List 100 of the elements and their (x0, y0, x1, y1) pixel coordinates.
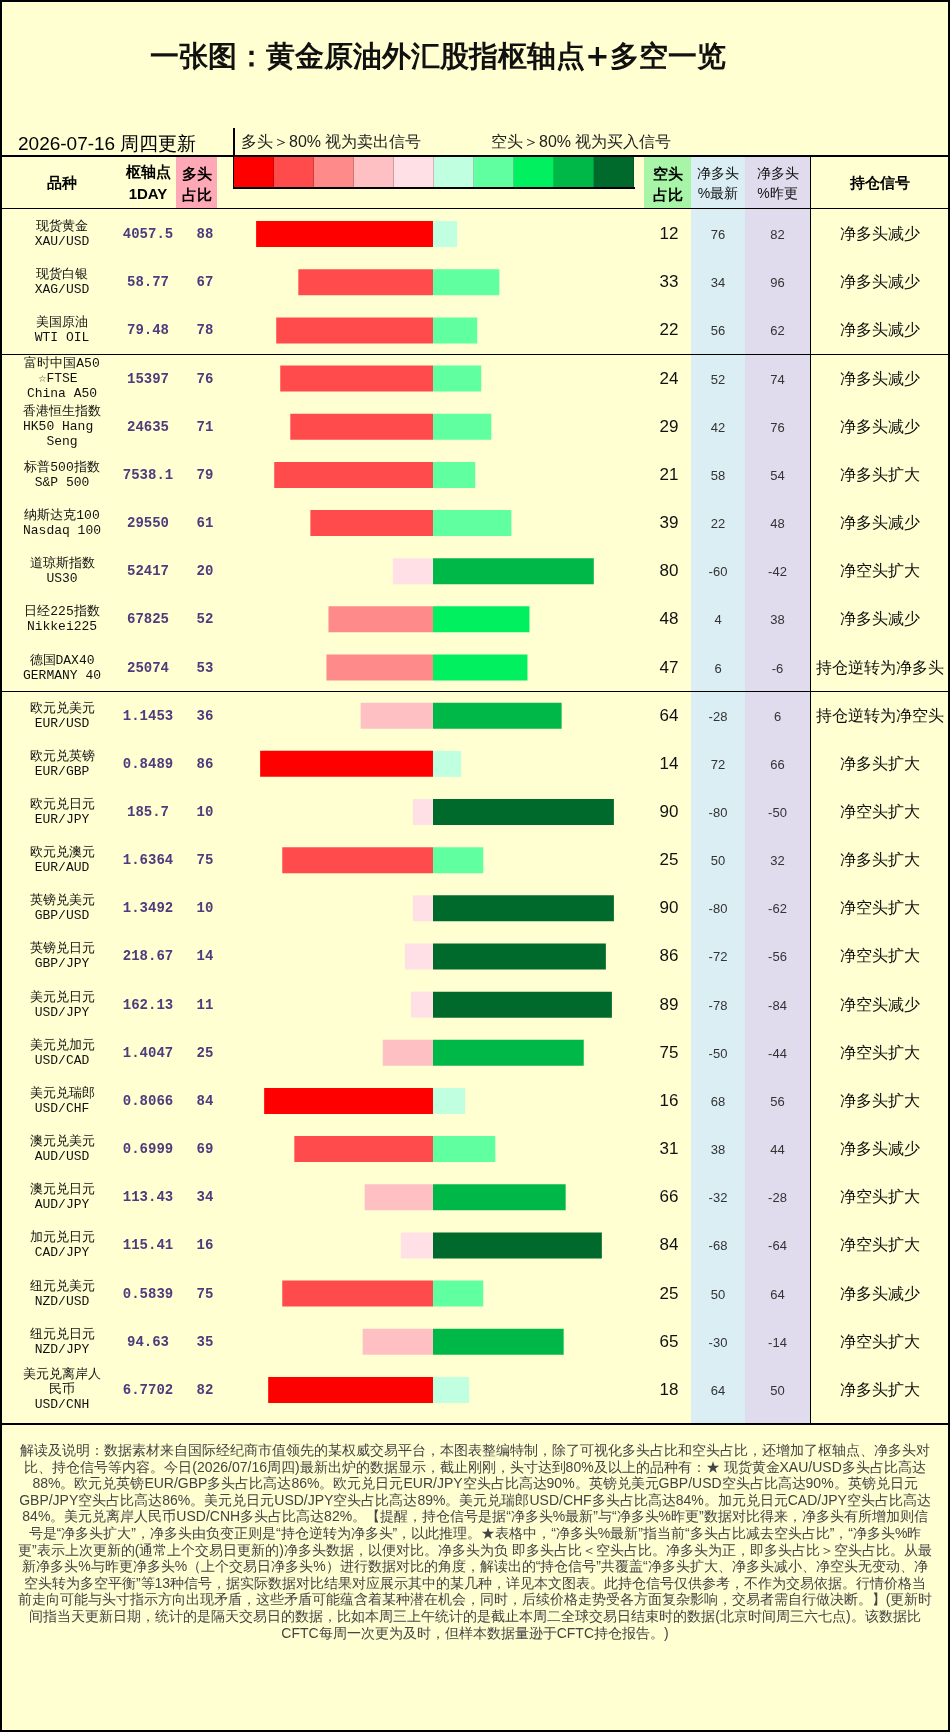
data-label: 6 (714, 660, 722, 676)
data-label: 44 (770, 1141, 785, 1157)
data-label: 72 (710, 756, 726, 772)
bar (433, 365, 482, 392)
data-label: 65 (659, 1331, 679, 1352)
data-label: 218.67 (122, 948, 174, 965)
data-label: 90 (659, 898, 679, 919)
data-label: 1.3492 (122, 900, 174, 917)
data-label: 90 (659, 802, 679, 822)
data-label: 29 (659, 416, 679, 437)
text: 持仓信号 (850, 172, 910, 193)
data-label: 80 (659, 561, 679, 582)
text: 净多头减少 (840, 1138, 920, 1159)
data-label: 69 (196, 1141, 214, 1158)
data-label: 53 (196, 659, 214, 676)
data-label: 7538.1 (122, 466, 174, 483)
data-label: 36 (196, 707, 214, 724)
text: 净多头扩大 (840, 464, 920, 485)
data-label: 14 (196, 948, 214, 965)
y-tick-label: 英镑兑美元 GBP/USD (29, 892, 95, 924)
data-label: 52 (196, 611, 214, 628)
data-label: 48 (770, 515, 785, 531)
text: 持仓逆转为净多头 (816, 657, 944, 678)
data-label: 84 (196, 1092, 214, 1109)
data-label: -42 (768, 563, 787, 579)
text: 净多头 %昨更 (756, 163, 799, 203)
y-tick-label: 日经225指数 Nikkei225 (24, 604, 100, 635)
bar (433, 461, 476, 488)
data-label: -32 (708, 1189, 728, 1205)
data-label: 50 (710, 852, 726, 868)
data-label: 96 (770, 274, 785, 290)
y-tick-label: 纽元兑日元 NZD/JPY (29, 1326, 95, 1357)
text: 净多头扩大 (840, 849, 920, 870)
text: 解读及说明：数据素材来自国际经纪商市值领先的某权威交易平台，本图表整编特制，除了可视化多头占比和空头占比，还增加了枢轴点、净多头对比、持仓信号等内容。今日(2026/07/16周四)最新出炉的数据显示，截止刚刚，头寸达到80%及以上的品种有：★ 现货黄金XAU/USD多头占比高达88%。欧元兑英镑EUR/GBP多头占比高达86%。欧元兑日元EUR/JPY空头占比高达90%。英镑兑美元GBP/USD空头占比高达90%。英镑兑日元GBP/JPY空头占比高达86%。美元兑日元USD/JPY空头占比高达89%。美元兑瑞郎USD/CHF多头占比高达84%。加元兑日元CAD/JPY空头占比高达84%。美元兑离岸人民币USD/CNH多头占比高达82%。【提醒，持仓信号是据“净多头%最新”与“净多头%昨更”数据对比得来，净多头有所增加则信号是“净多头扩大”，净多头由负变正则是“持仓逆转为净多头”，以此推理。★表格中，“净多头%最新”指当前“多头占比减去空头占比”，“净多头%昨更”表示上次更新的(通常上个交易日更新的)净多头数据，以便对比。净多头为负 即多头占比＜空头占比。净多头为正，即多头占比＞空头占比。从最新净多头%与昨更净多头%（上个交易日净多头%）进行数据对比的角度，解读出的“持仓信号”共覆盖“净多头扩大、净多头减小、净空头无变动、净空头转为多空平衡”等13种信号，据实际数据对比结果对应展示其中的某几种，详见本文图表。此持仓信号仅供参考，不作为交易依据。行情价格当前走向可能与头寸指示方向出现矛盾，这些矛盾可能蕴含着某种潜在机会，同时，后续价格走势受各方面复杂影响，交易者需自行做决断。】(更新时间指当天更新日期，统计的是隔天交易日的数据，比如本周三上午统计的是截止本周二全球交易日结束时的数据(北京时间周三六七点)。该数据比CFTC每周一次更为及时，但样本数据量逊于CFTC持仓报告。) (17, 1442, 933, 1641)
data-label: 39 (659, 513, 679, 534)
data-label: 42 (710, 419, 726, 435)
data-label: 64 (659, 705, 679, 726)
data-label: -80 (708, 900, 728, 916)
y-tick-label: 欧元兑澳元 EUR/AUD (29, 845, 95, 876)
data-label: 75 (196, 1285, 214, 1302)
text: 净空头扩大 (840, 1234, 920, 1255)
text: 空头＞80% 视为买入信号 (491, 132, 672, 152)
bar (433, 1376, 470, 1403)
data-label: 58.77 (126, 274, 170, 291)
y-tick-label: 美元兑日元 USD/JPY (29, 988, 95, 1020)
data-label: 22 (659, 320, 679, 341)
data-label: 29550 (126, 515, 170, 532)
data-label: 75 (196, 852, 214, 869)
data-label: 4 (714, 611, 722, 627)
text: 持仓逆转为净空头 (816, 705, 944, 726)
data-label: 34 (196, 1189, 214, 1206)
data-label: 24 (659, 368, 679, 389)
data-label: 25 (659, 850, 679, 871)
data-label: 22 (710, 515, 726, 531)
data-label: 82 (196, 1381, 214, 1398)
data-label: 68 (710, 1093, 726, 1109)
data-label: 24635 (126, 418, 170, 435)
bar (412, 799, 433, 825)
bar (400, 1232, 433, 1259)
data-label: 14 (659, 753, 679, 774)
bar (433, 221, 458, 248)
text: 净空头扩大 (840, 1042, 920, 1063)
data-label: 38 (770, 611, 785, 627)
data-label: 79.48 (126, 322, 170, 339)
text: 净空头扩大 (840, 1186, 920, 1207)
data-label: 32 (770, 852, 785, 868)
text: 净多头减少 (840, 1283, 920, 1304)
data-label: 4057.5 (122, 226, 174, 243)
data-label: -50 (768, 804, 787, 820)
data-label: -72 (708, 948, 728, 964)
data-label: 33 (659, 272, 679, 293)
y-tick-label: 标普500指数 S&P 500 (23, 458, 100, 490)
data-label: -62 (768, 900, 787, 916)
data-label: 185.7 (126, 804, 170, 820)
data-label: -30 (708, 1334, 728, 1350)
data-label: 94.63 (126, 1333, 170, 1350)
data-label: 10 (196, 900, 214, 917)
data-label: 56 (770, 1093, 785, 1109)
text: 净多头减少 (840, 319, 920, 340)
text: 多头＞80% 视为卖出信号 (241, 132, 422, 152)
data-label: 25074 (126, 659, 170, 676)
bar (392, 558, 433, 585)
text: 净多头减少 (840, 512, 920, 533)
text: 净空头扩大 (840, 1331, 920, 1352)
bar (412, 895, 433, 922)
text: 净多头 %最新 (697, 163, 739, 203)
data-label: 48 (659, 609, 679, 630)
data-label: 0.5839 (122, 1285, 174, 1302)
y-tick-label: 澳元兑美元 AUD/USD (29, 1133, 95, 1165)
data-label: 84 (659, 1235, 679, 1256)
data-label: 25 (659, 1283, 679, 1304)
text: 枢轴点 1DAY (125, 161, 171, 204)
y-tick-label: 澳元兑日元 AUD/JPY (29, 1182, 95, 1213)
y-tick-label: 富时中国A50 ☆FTSE China A50 (24, 355, 100, 402)
data-label: 86 (659, 946, 679, 967)
y-tick-label: 德国DAX40 GERMANY 40 (22, 652, 102, 683)
bar (433, 1087, 466, 1114)
data-label: 25 (196, 1044, 214, 1061)
data-label: 10 (196, 804, 214, 820)
y-tick-label: 英镑兑日元 GBP/JPY (29, 941, 95, 972)
